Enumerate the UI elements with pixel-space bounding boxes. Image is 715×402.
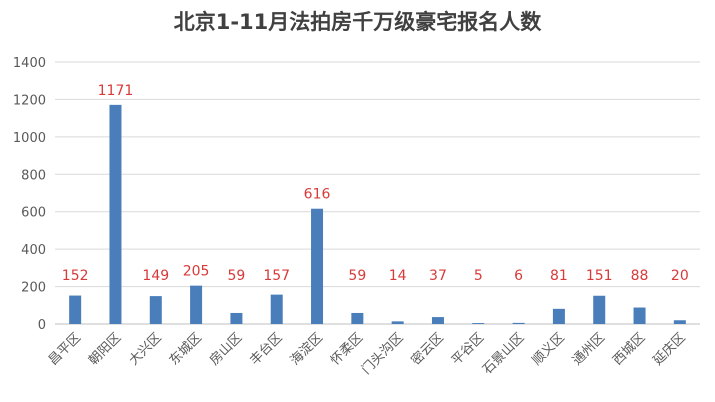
- data-label: 37: [429, 268, 447, 284]
- bar: [149, 296, 162, 324]
- bar: [270, 294, 283, 324]
- x-category-label: 朝阳区: [86, 330, 124, 368]
- x-category-label: 大兴区: [126, 330, 164, 368]
- data-label: 616: [304, 187, 331, 203]
- y-tick-label: 1200: [13, 93, 46, 108]
- bar: [230, 312, 243, 324]
- y-tick-label: 0: [38, 318, 46, 333]
- bar: [190, 285, 203, 324]
- bar: [673, 320, 686, 324]
- data-label: 14: [389, 268, 407, 284]
- x-category-label: 门头沟区: [359, 330, 406, 377]
- bar: [512, 322, 525, 324]
- data-label: 88: [631, 268, 649, 284]
- data-label: 20: [671, 268, 689, 284]
- data-label: 81: [550, 268, 568, 284]
- y-tick-label: 400: [21, 243, 46, 258]
- x-category-label: 平谷区: [449, 330, 487, 368]
- data-label: 5: [474, 268, 483, 284]
- data-label: 152: [62, 268, 89, 284]
- bar: [69, 295, 82, 324]
- data-label: 59: [227, 268, 245, 284]
- bar: [633, 307, 646, 324]
- y-tick-label: 1000: [13, 131, 46, 146]
- x-category-label: 怀柔区: [328, 330, 366, 368]
- x-category-label: 顺义区: [530, 330, 568, 368]
- x-category-label: 通州区: [570, 330, 608, 368]
- x-category-label: 房山区: [206, 330, 245, 369]
- x-category-label: 石景山区: [480, 330, 527, 377]
- bar: [109, 104, 122, 324]
- bar: [351, 312, 364, 324]
- x-category-label: 延庆区: [650, 330, 688, 368]
- data-label: 1171: [98, 83, 134, 99]
- y-tick-label: 800: [21, 168, 46, 183]
- data-label: 59: [348, 268, 366, 284]
- x-category-label: 昌平区: [46, 330, 84, 368]
- bar: [391, 321, 404, 324]
- x-category-label: 西城区: [610, 330, 648, 368]
- bar: [431, 317, 444, 324]
- y-tick-label: 200: [21, 281, 46, 296]
- data-label: 151: [586, 268, 613, 284]
- x-category-label: 丰台区: [247, 330, 285, 368]
- y-tick-label: 1400: [13, 56, 46, 71]
- data-label: 6: [514, 268, 523, 284]
- data-label: 157: [263, 268, 290, 284]
- bar: [593, 295, 606, 324]
- bar: [472, 323, 485, 324]
- chart-title: 北京1-11月法拍房千万级豪宅报名人数: [173, 10, 542, 34]
- data-label: 149: [142, 268, 169, 284]
- bar: [552, 308, 565, 324]
- bar: [311, 208, 324, 324]
- x-category-label: 东城区: [167, 330, 205, 368]
- y-tick-label: 600: [21, 206, 46, 221]
- data-label: 205: [183, 264, 210, 280]
- x-category-label: 海淀区: [288, 330, 326, 368]
- x-category-label: 密云区: [408, 330, 447, 369]
